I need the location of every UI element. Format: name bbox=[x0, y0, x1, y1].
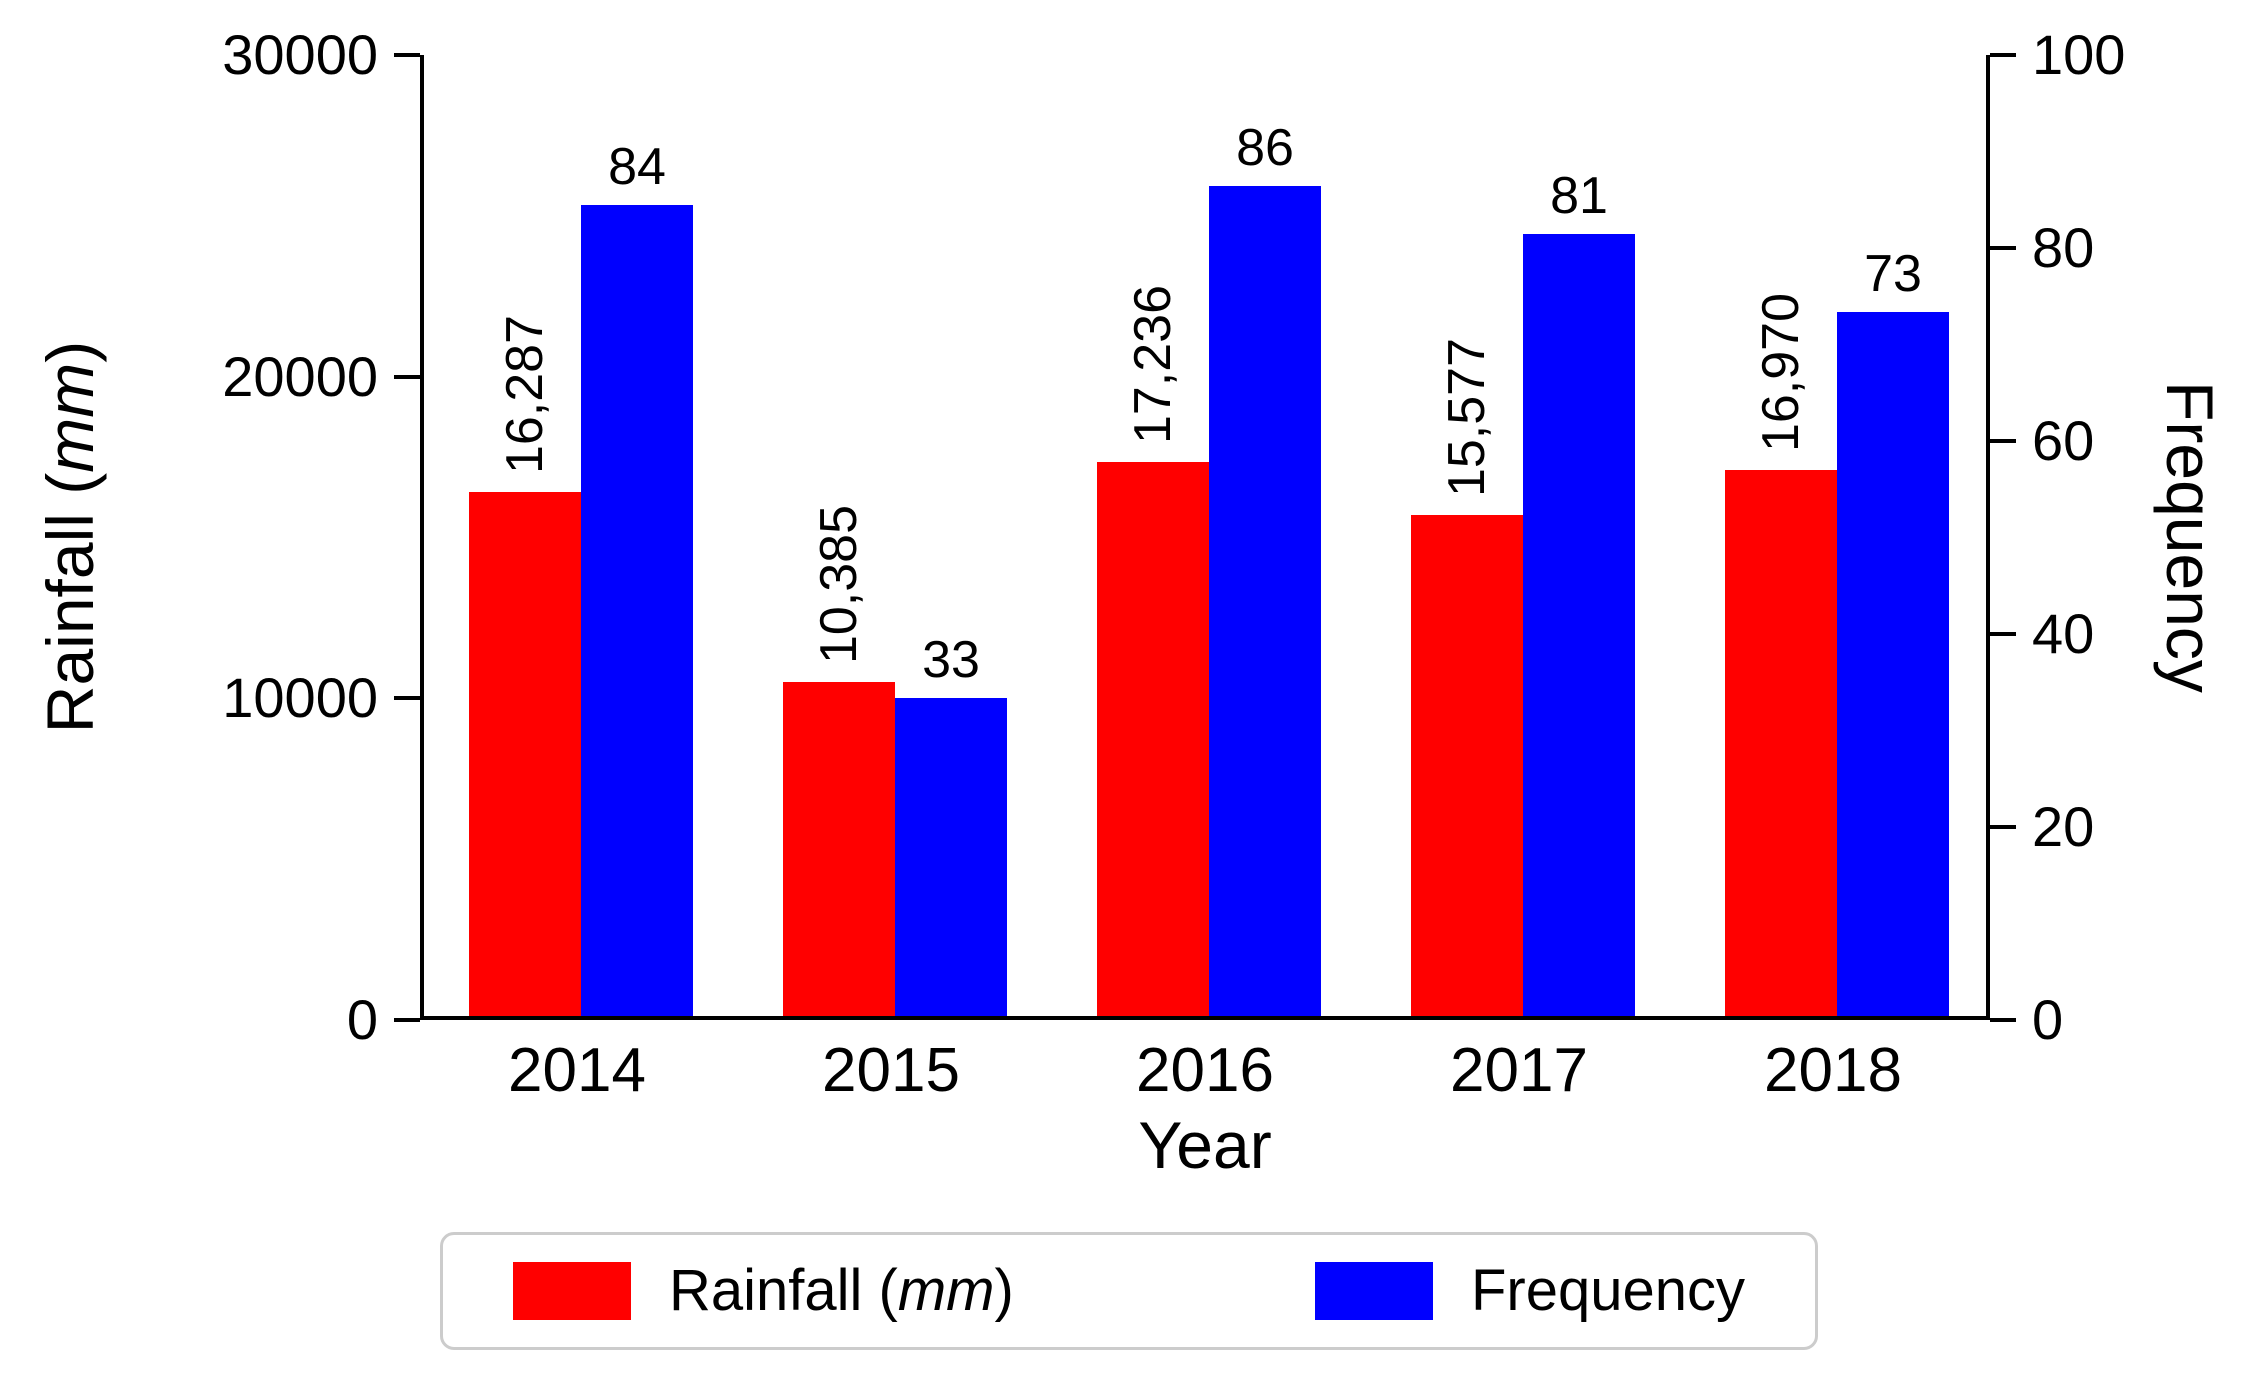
plot-area: 16,287 84 10,385 33 17,236 86 15,577 81 16,970 73 bbox=[420, 55, 1990, 1020]
right-tick-label: 60 bbox=[2032, 409, 2095, 472]
left-tick-label: 0 bbox=[346, 988, 378, 1051]
left-tick-mark bbox=[394, 696, 420, 701]
bar-rainfall-2014 bbox=[469, 492, 581, 1016]
bar-value-text: 10,385 bbox=[810, 504, 868, 664]
bar-value-label-frequency-2015: 33 bbox=[922, 630, 980, 689]
x-axis-title: Year bbox=[1138, 1108, 1272, 1182]
bar-rainfall-2015 bbox=[783, 681, 895, 1016]
bar-value-label-rainfall-2017: 15,577 bbox=[1438, 337, 1496, 501]
left-axis-title-italic: mm bbox=[33, 362, 107, 473]
legend-item-rainfall: Rainfall (mm) bbox=[513, 1262, 1014, 1320]
legend-label-rainfall-italic: mm bbox=[897, 1258, 995, 1323]
bar-value-label-frequency-2016: 86 bbox=[1236, 119, 1294, 178]
left-tick-mark bbox=[394, 374, 420, 379]
right-tick-label: 80 bbox=[2032, 216, 2095, 279]
legend-label-rainfall-suffix: ) bbox=[994, 1258, 1014, 1323]
left-tick-mark bbox=[394, 1018, 420, 1022]
legend-label-rainfall-prefix: Rainfall ( bbox=[669, 1258, 898, 1323]
legend-label-frequency: Frequency bbox=[1470, 1258, 1745, 1323]
bar-value-text: 17,236 bbox=[1124, 284, 1182, 444]
legend-label-rainfall: Rainfall (mm) bbox=[669, 1262, 1014, 1320]
bar-value-label-rainfall-2015: 10,385 bbox=[810, 504, 868, 668]
bar-frequency-2016 bbox=[1209, 186, 1321, 1016]
legend: Rainfall (mm) Frequency bbox=[440, 1232, 1818, 1350]
x-tick-label-2015: 2015 bbox=[822, 1036, 960, 1105]
bar-value-label-frequency-2017: 81 bbox=[1550, 167, 1608, 226]
bar-rainfall-2018 bbox=[1725, 470, 1837, 1016]
x-tick-label-2014: 2014 bbox=[508, 1036, 646, 1105]
right-tick-label: 40 bbox=[2032, 602, 2095, 665]
bar-frequency-2014 bbox=[581, 205, 693, 1016]
bar-value-text: 16,287 bbox=[496, 315, 554, 475]
legend-swatch-rainfall bbox=[513, 1262, 631, 1320]
bar-frequency-2018 bbox=[1837, 311, 1949, 1016]
right-axis-title: Frequency bbox=[2153, 381, 2227, 693]
bar-frequency-2017 bbox=[1523, 234, 1635, 1016]
bar-value-label-rainfall-2016: 17,236 bbox=[1124, 284, 1182, 448]
left-tick-label: 20000 bbox=[222, 344, 378, 408]
bar-value-text: 15,577 bbox=[1438, 337, 1496, 497]
right-tick-mark bbox=[1990, 825, 2016, 829]
bar-value-text: 16,970 bbox=[1752, 293, 1810, 453]
left-tick-mark bbox=[394, 53, 420, 57]
left-axis-title-suffix: ) bbox=[33, 340, 107, 363]
right-tick-label: 0 bbox=[2032, 988, 2064, 1051]
right-tick-label: 100 bbox=[2032, 23, 2126, 86]
x-tick-label-2017: 2017 bbox=[1450, 1036, 1588, 1105]
bar-value-label-frequency-2018: 73 bbox=[1864, 244, 1922, 303]
bar-frequency-2015 bbox=[895, 697, 1007, 1016]
right-tick-mark bbox=[1990, 53, 2016, 57]
right-tick-mark bbox=[1990, 439, 2016, 443]
bar-value-label-rainfall-2014: 16,287 bbox=[496, 315, 554, 478]
left-axis-title: Rainfall (mm) bbox=[33, 341, 107, 733]
x-tick-label-2016: 2016 bbox=[1136, 1036, 1274, 1105]
bar-value-label-rainfall-2018: 16,970 bbox=[1752, 293, 1810, 456]
right-tick-mark bbox=[1990, 246, 2016, 250]
legend-item-frequency: Frequency bbox=[1314, 1258, 1745, 1323]
x-tick-label-2018: 2018 bbox=[1764, 1036, 1902, 1105]
bar-rainfall-2017 bbox=[1411, 514, 1523, 1016]
bar-rainfall-2016 bbox=[1097, 461, 1209, 1016]
legend-swatch-frequency bbox=[1314, 1262, 1433, 1320]
left-tick-label: 10000 bbox=[222, 666, 378, 730]
right-tick-mark bbox=[1990, 632, 2016, 636]
right-tick-label: 20 bbox=[2032, 795, 2095, 858]
bar-value-label-frequency-2014: 84 bbox=[608, 138, 666, 197]
left-axis-title-prefix: Rainfall ( bbox=[33, 472, 107, 734]
left-tick-label: 30000 bbox=[222, 23, 378, 86]
right-tick-mark bbox=[1990, 1018, 2016, 1022]
